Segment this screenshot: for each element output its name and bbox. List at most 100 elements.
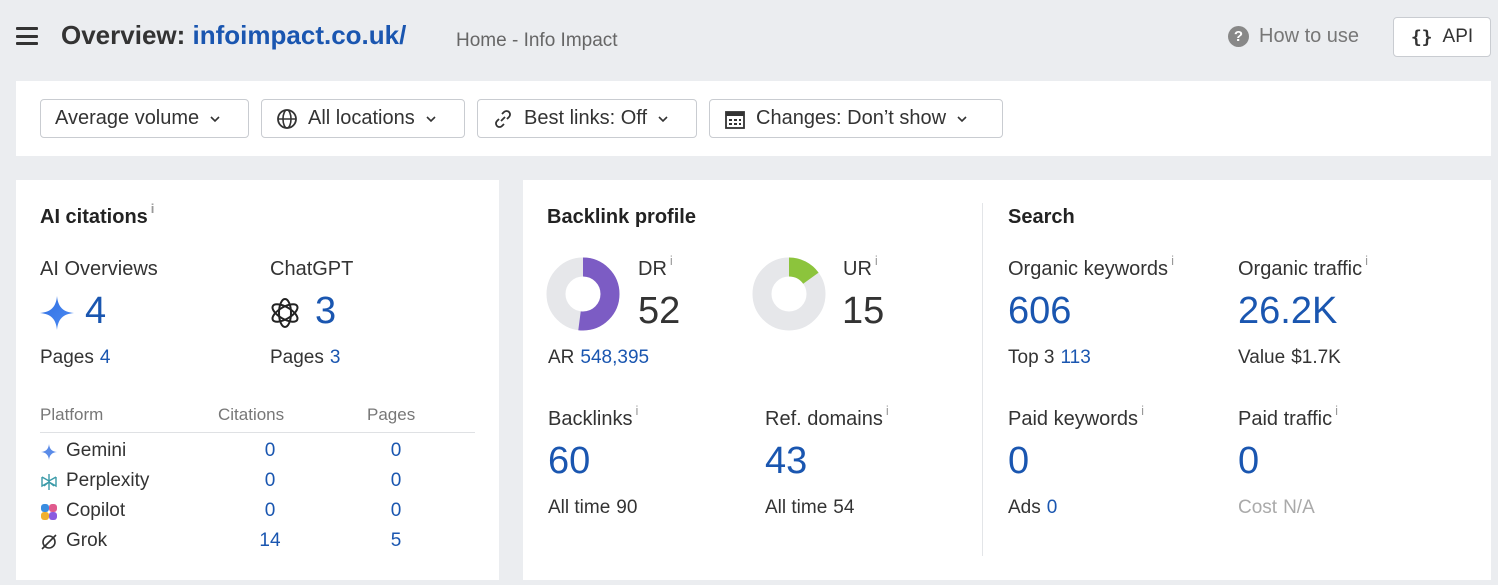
chatgpt-label: ChatGPT: [270, 258, 354, 280]
code-braces-icon: {}: [1410, 26, 1433, 48]
pages-label: Pages: [270, 347, 324, 368]
organic-traffic-value[interactable]: 26.2K: [1238, 290, 1338, 332]
paid-traffic-cost: Cost N/A: [1238, 497, 1315, 519]
citations-value[interactable]: 14: [259, 530, 281, 551]
all-time-label: All time: [765, 497, 828, 518]
table-row: Copilot 0 0: [40, 500, 475, 524]
info-icon[interactable]: i: [1171, 253, 1174, 268]
all-time-label: All time: [548, 497, 611, 518]
backlinks-label: Backlinks i: [548, 403, 638, 431]
pages-value[interactable]: 5: [390, 530, 402, 551]
ar-value[interactable]: 548,395: [580, 347, 650, 368]
backlinks-all-time: All time 90: [548, 497, 637, 519]
backlink-profile-title: Backlink profile: [547, 206, 696, 228]
dr-donut-fill: [546, 257, 620, 331]
backlinks-label-text: Backlinks: [548, 408, 633, 430]
info-icon[interactable]: i: [150, 201, 155, 216]
page-title: Overview: infoimpact.co.uk/: [61, 20, 406, 51]
api-button[interactable]: {} API: [1393, 17, 1491, 57]
pages-value[interactable]: 0: [390, 440, 402, 461]
pages-label: Pages: [40, 347, 94, 368]
pages-value[interactable]: 4: [99, 347, 111, 368]
platform-name: Grok: [66, 530, 108, 551]
ai-overviews-pages: Pages 4: [40, 347, 110, 369]
ref-domains-value[interactable]: 43: [765, 440, 808, 482]
dr-value: 52: [638, 290, 681, 332]
table-row: Perplexity 0 0: [40, 470, 475, 494]
citations-value[interactable]: 0: [264, 500, 276, 521]
cost-label: Cost: [1238, 497, 1278, 518]
organic-keywords-top3: Top 3 113: [1008, 347, 1091, 369]
ai-overviews-value[interactable]: 4: [85, 290, 107, 332]
chevron-down-icon: [957, 115, 967, 122]
cost-value: N/A: [1283, 497, 1315, 518]
platform-name: Copilot: [66, 500, 126, 521]
info-icon[interactable]: i: [1335, 403, 1339, 418]
backlinks-value[interactable]: 60: [548, 440, 591, 482]
paid-keywords-label-text: Paid keywords: [1008, 408, 1139, 430]
title-prefix: Overview:: [61, 20, 186, 50]
changes-dropdown[interactable]: Changes: Don’t show: [709, 99, 1003, 138]
info-icon[interactable]: i: [1141, 403, 1144, 418]
filter-label: Changes: Don’t show: [756, 107, 947, 129]
info-icon[interactable]: i: [874, 253, 878, 268]
table-divider: [40, 432, 475, 433]
dr-donut-chart: [546, 257, 620, 331]
chevron-down-icon: [658, 115, 668, 122]
organic-keywords-value[interactable]: 606: [1008, 290, 1072, 332]
info-icon[interactable]: i: [669, 253, 673, 268]
best-links-dropdown[interactable]: Best links: Off: [477, 99, 697, 138]
pages-value[interactable]: 0: [390, 470, 402, 491]
citations-value[interactable]: 0: [264, 470, 276, 491]
platform-name: Perplexity: [66, 470, 150, 491]
globe-icon: [277, 108, 297, 129]
top3-value[interactable]: 113: [1060, 347, 1091, 368]
pages-value[interactable]: 3: [329, 347, 341, 368]
info-icon[interactable]: i: [635, 403, 639, 418]
citations-value[interactable]: 0: [264, 440, 276, 461]
calendar-icon: [725, 110, 745, 129]
how-to-use-link[interactable]: ? How to use: [1228, 25, 1359, 48]
chatgpt-value[interactable]: 3: [315, 290, 337, 332]
ads-value[interactable]: 0: [1046, 497, 1058, 518]
ai-citations-card: [16, 180, 499, 580]
link-icon: [495, 109, 511, 128]
all-time-value: 90: [616, 497, 638, 518]
all-time-value: 54: [833, 497, 855, 518]
info-icon[interactable]: i: [1365, 253, 1369, 268]
average-volume-dropdown[interactable]: Average volume: [40, 99, 249, 138]
how-to-use-label: How to use: [1259, 25, 1360, 47]
paid-traffic-label: Paid traffic i: [1238, 403, 1338, 431]
paid-keywords-label: Paid keywords i: [1008, 403, 1144, 431]
target-domain-link[interactable]: infoimpact.co.uk/: [192, 20, 407, 50]
col-citations-header: Citations: [218, 405, 285, 424]
ur-donut-chart: [752, 257, 826, 331]
organic-traffic-label: Organic traffic i: [1238, 253, 1368, 281]
filter-label: Average volume: [55, 107, 200, 129]
perplexity-icon: [41, 474, 57, 490]
locations-dropdown[interactable]: All locations: [261, 99, 465, 138]
menu-icon[interactable]: [16, 27, 38, 45]
ar-metric: AR 548,395: [548, 347, 649, 369]
ai-citations-title: AI citations i: [40, 201, 154, 229]
pages-value[interactable]: 0: [390, 500, 402, 521]
filter-label: Best links: Off: [524, 107, 648, 129]
table-row: Grok 14 5: [40, 530, 475, 554]
grok-icon: [41, 534, 57, 550]
ai-citations-title-text: AI citations: [40, 206, 148, 228]
paid-keywords-value[interactable]: 0: [1008, 440, 1030, 482]
overview-metrics-card: [523, 180, 1491, 580]
ref-domains-label-text: Ref. domains: [765, 408, 883, 430]
info-icon[interactable]: i: [885, 403, 889, 418]
page-subtitle: Home - Info Impact: [456, 30, 618, 51]
ref-domains-label: Ref. domains i: [765, 403, 889, 431]
ur-donut-fill: [752, 257, 826, 331]
col-pages-header: Pages: [367, 405, 416, 424]
ur-label: UR i: [843, 253, 878, 281]
ai-overviews-label: AI Overviews: [40, 258, 158, 280]
platform-name: Gemini: [66, 440, 127, 461]
paid-keywords-ads: Ads 0: [1008, 497, 1057, 519]
ai-overviews-sparkle-icon: [40, 296, 74, 330]
paid-traffic-label-text: Paid traffic: [1238, 408, 1333, 430]
paid-traffic-value[interactable]: 0: [1238, 440, 1260, 482]
